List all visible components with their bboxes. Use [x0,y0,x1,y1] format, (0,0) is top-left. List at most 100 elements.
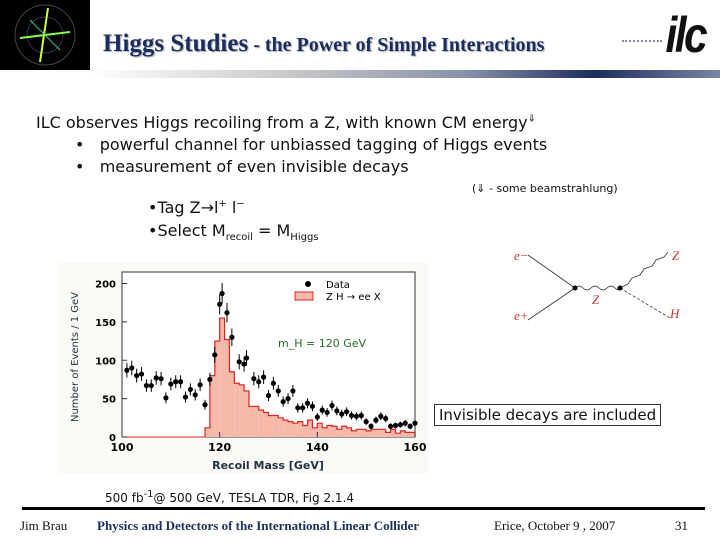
data-point [304,400,311,406]
x-tick-label: 120 [208,441,231,454]
x-tick-label: 140 [306,441,329,454]
page-number: 31 [675,518,688,533]
signal-bin [336,429,342,437]
signal-bin [278,417,284,437]
x-axis-label: Recoil Mass [GeV] [212,459,324,472]
signal-bin [351,430,357,437]
signal-bin [356,429,362,437]
data-point [407,423,413,429]
data-point [143,382,150,389]
signal-bin [327,425,332,437]
data-point [412,420,418,426]
select-line: •Select Mrecoil = MHiggs [148,221,319,244]
legend-signal: Z H → ee X [326,292,381,303]
data-point [329,402,335,409]
signal-bin [375,429,381,437]
data-point [295,405,301,411]
data-point [348,412,355,419]
x-tick-label: 160 [404,441,427,454]
data-point [163,395,169,401]
signal-bin [380,429,386,437]
data-point [168,381,174,387]
data-point [339,411,345,417]
bullet-2: • measurement of even invisible decays [75,157,409,176]
data-point [314,414,320,420]
invisible-decays-box: Invisible decays are included [434,404,662,426]
bullet-1: • powerful channel for unbiassed tagging… [75,135,548,154]
signal-bin [229,371,235,437]
signal-bin [302,425,308,437]
data-point [192,392,198,398]
signal-bin [209,375,215,437]
data-point [202,402,208,408]
footer-talk-title: Physics and Detectors of the Internation… [97,518,420,533]
event-display-logo [0,0,90,70]
dotted-divider [622,40,662,42]
signal-bin [331,426,337,437]
data-point [378,413,384,419]
signal-bin [273,415,279,437]
data-point [290,388,296,394]
signal-outline [204,317,416,437]
data-point [368,423,374,429]
data-point [224,310,230,316]
label-electron: e− [514,248,529,263]
signal-bin [395,433,401,437]
data-point [229,334,235,340]
signal-bin [263,412,269,437]
y-tick-label: 50 [102,395,116,406]
data-point [256,379,262,385]
data-point [212,352,218,358]
signal-bin [214,341,220,437]
data-point [270,380,276,386]
data-point [334,408,340,414]
data-point [178,379,184,385]
signal-bin [292,423,298,437]
data-point [236,359,242,365]
data-point [251,376,257,382]
mass-annotation: m_H = 120 GeV [278,337,366,350]
data-point [217,301,223,307]
data-point [197,382,203,388]
feynman-diagram: e− e+ Z Z H [514,248,680,323]
data-point [319,407,325,413]
data-point [280,399,286,405]
label-z-out: Z [672,248,680,263]
signal-bin [390,429,396,437]
signal-bin [366,430,372,437]
signal-bin [361,429,367,437]
intro-line: ILC observes Higgs recoiling from a Z, w… [36,113,536,132]
data-point [300,405,306,411]
data-point [261,374,267,380]
tag-line: •Tag Z→l+ l− [148,198,245,217]
data-point [207,376,213,383]
signal-bin [205,427,210,437]
data-point [173,379,179,385]
signal-bin [234,383,240,437]
signal-bin [239,384,245,437]
signal-bin [219,318,225,437]
data-point [124,367,130,373]
signal-bin [341,426,347,437]
signal-bin [288,421,293,437]
data-point [373,417,379,423]
signal-bin [224,339,230,437]
data-point [358,412,364,419]
data-point [383,415,389,422]
signal-bin [410,432,415,437]
slide-title: Higgs Studies - the Power of Simple Inte… [103,30,544,58]
label-positron: e+ [514,308,529,323]
label-z-propagator: Z [592,292,600,307]
data-point [134,373,140,379]
data-point [387,423,394,429]
data-point [309,403,316,409]
recoil-mass-chart: 100 120 140 160 0 50 100 150 200 Number of Event… [58,262,428,474]
legend-data: Data [326,280,350,291]
signal-bin [297,421,303,437]
y-tick-label: 150 [95,318,116,329]
data-point [363,419,369,425]
data-point [324,409,330,416]
signal-bin [307,420,313,437]
data-point [219,290,225,297]
signal-bin [253,406,259,437]
